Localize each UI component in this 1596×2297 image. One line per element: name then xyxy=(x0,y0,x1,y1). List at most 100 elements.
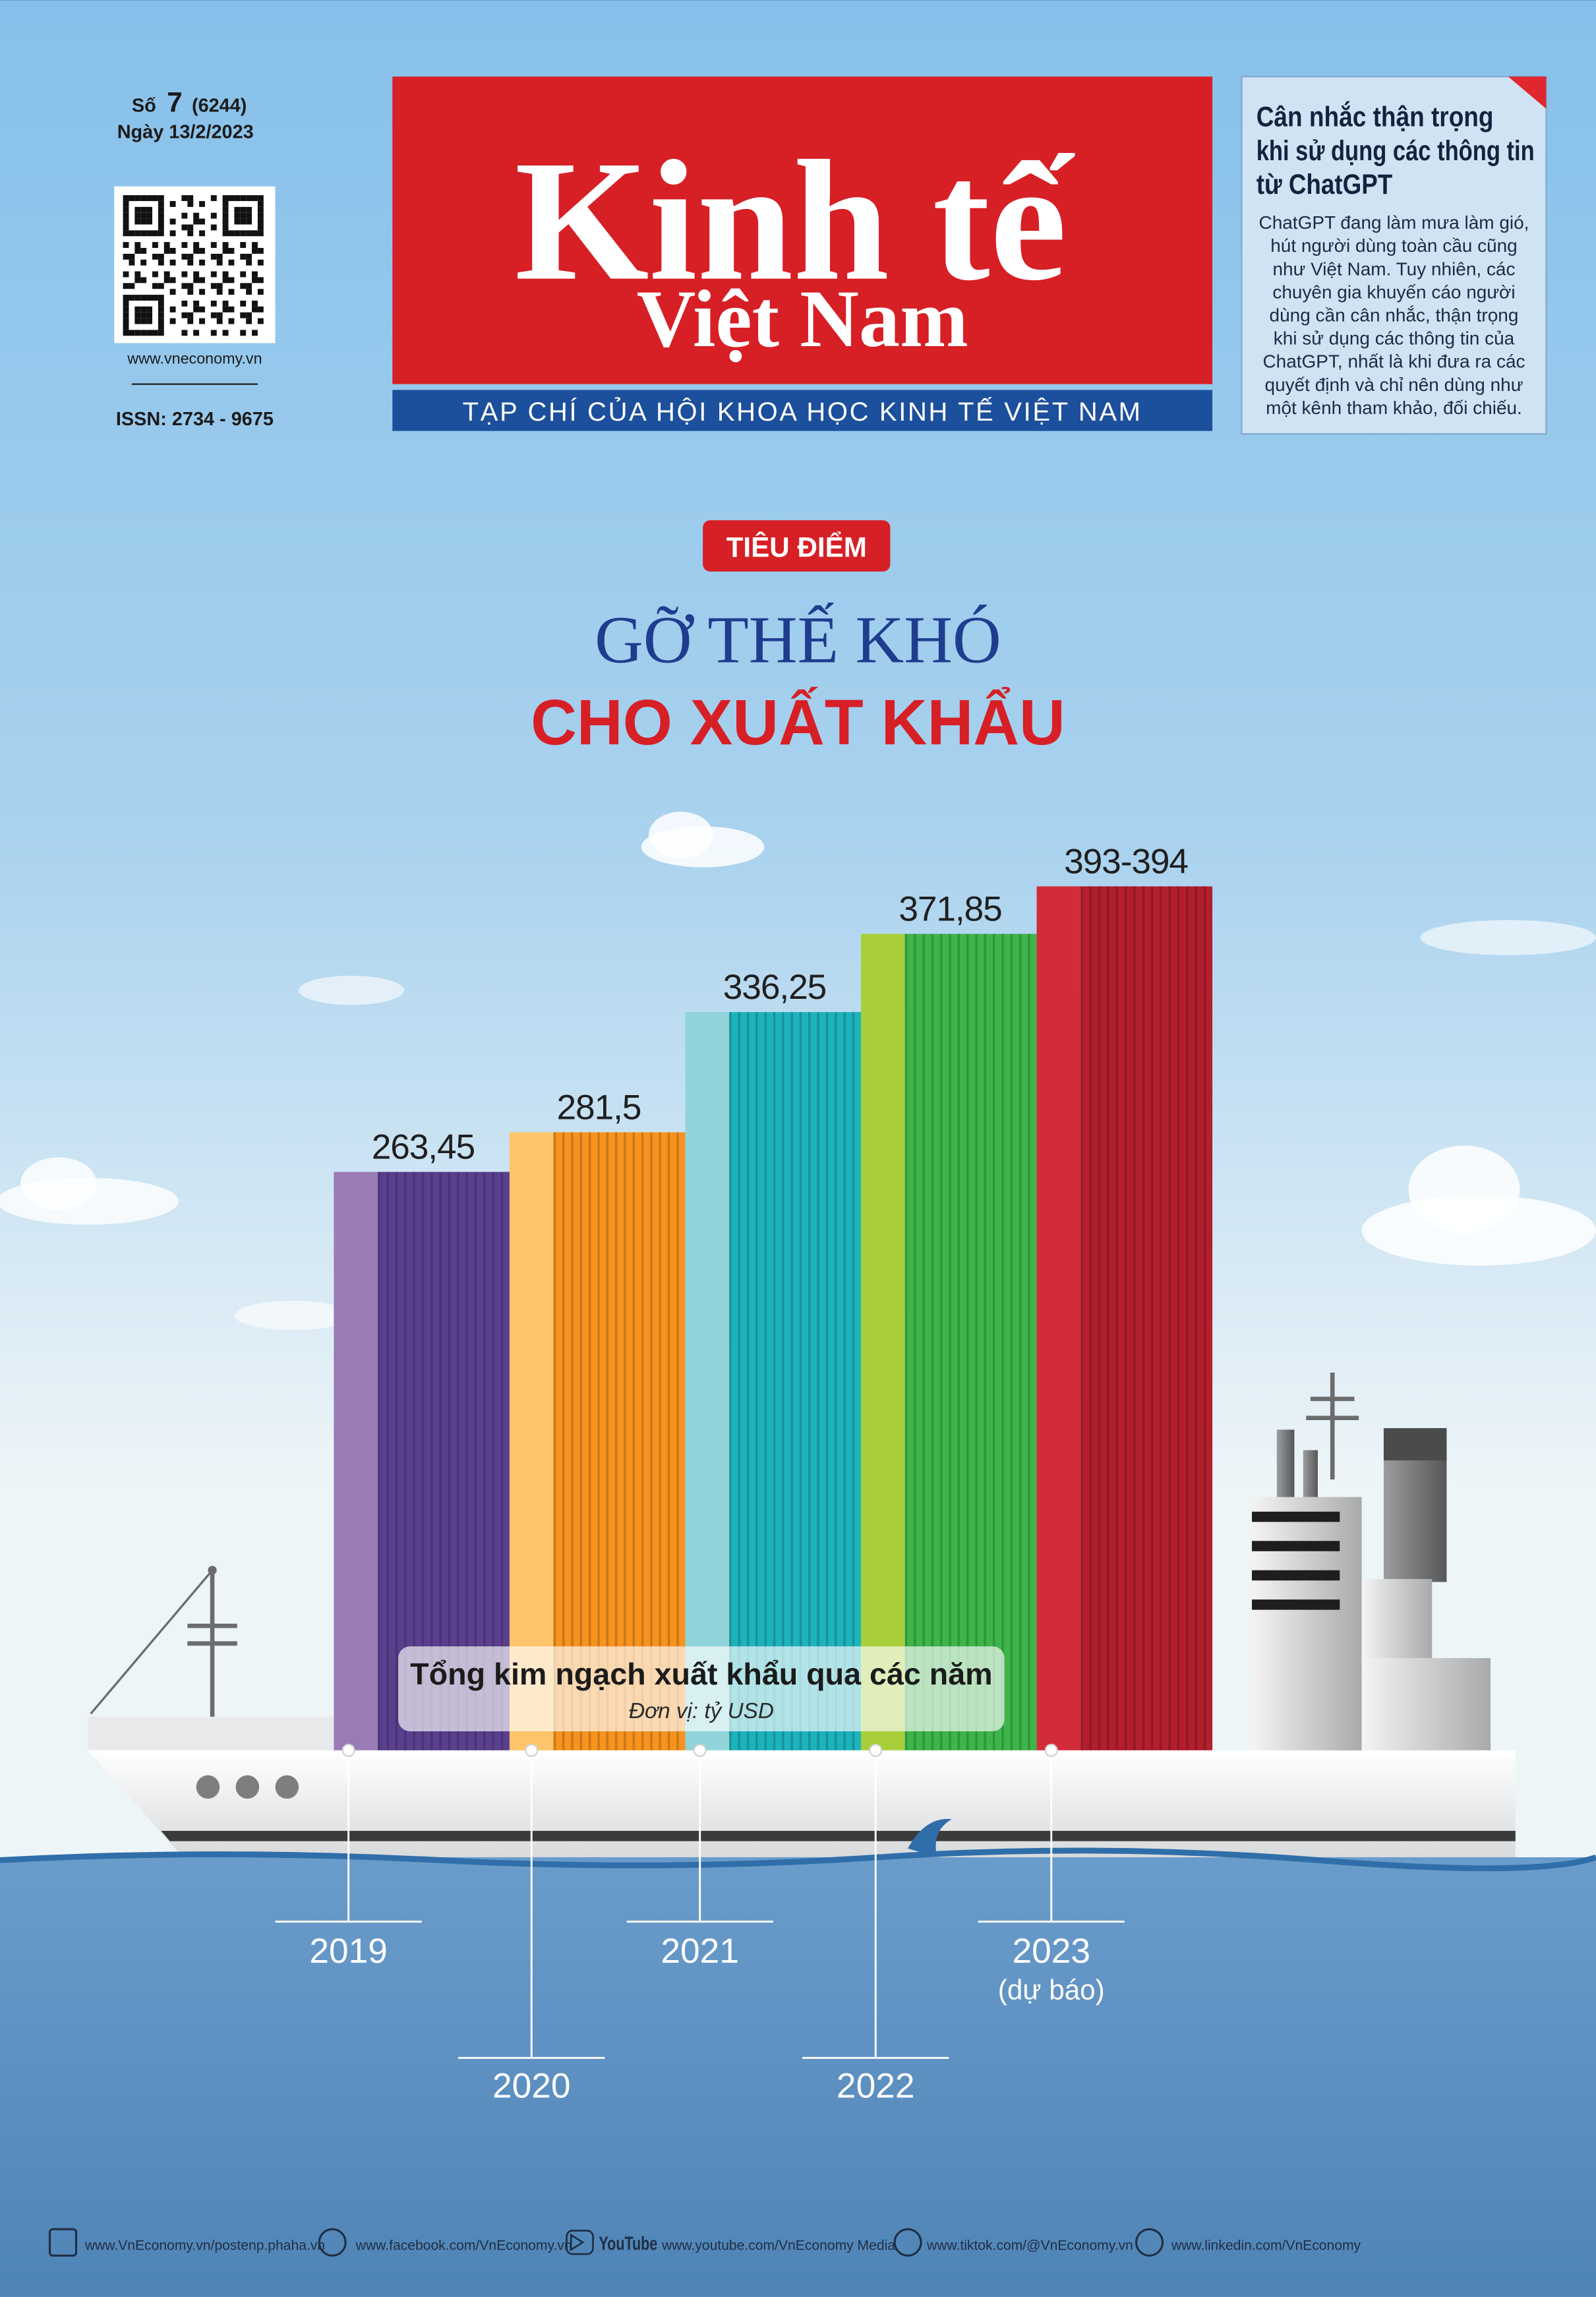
qr-cell xyxy=(246,206,252,213)
qr-cell xyxy=(222,206,229,213)
value-label: 281,5 xyxy=(557,1088,641,1127)
qr-cell xyxy=(140,259,147,266)
footer-link: www.facebook.com/VnEconomy.vn xyxy=(355,2238,572,2253)
qr-cell xyxy=(228,277,235,283)
qr-cell xyxy=(199,200,205,207)
qr-cell xyxy=(146,330,152,336)
qr-cell xyxy=(252,300,258,307)
qr-cell xyxy=(158,324,164,330)
qr-cell xyxy=(193,218,200,225)
qr-cell xyxy=(140,312,147,318)
value-label: 336,25 xyxy=(723,968,826,1007)
sidebar-text: hút người dùng toàn cầu cũng xyxy=(1270,235,1518,256)
qr-cell xyxy=(257,289,264,295)
sea xyxy=(0,1857,1596,2297)
qr-cell xyxy=(240,330,247,336)
qr-cell xyxy=(257,318,264,324)
qr-cell xyxy=(222,200,229,207)
qr-cell xyxy=(146,295,152,301)
bar-highlight xyxy=(861,934,905,1750)
footer-icon xyxy=(318,2228,347,2257)
sidebar-text: dùng cần cân nhắc, thận trọng xyxy=(1270,305,1519,326)
qr-cell xyxy=(129,330,135,336)
qr-cell xyxy=(246,289,252,295)
qr-cell xyxy=(123,324,129,330)
qr-cell xyxy=(222,277,229,283)
qr-cell xyxy=(152,295,158,301)
chart-caption-box xyxy=(398,1646,1005,1731)
footer: www.VnEconomy.vn/postenp.phaha.vn www.fac… xyxy=(48,2228,1361,2257)
qr-cell xyxy=(146,206,152,213)
sidebar-text: quyết định và chỉ nên dùng như xyxy=(1265,374,1523,395)
masthead-title: Việt Nam xyxy=(637,273,968,364)
qr-cell xyxy=(123,200,129,207)
qr-cell xyxy=(123,242,129,249)
website: www.vneconomy.vn xyxy=(127,349,262,367)
footer-brand: YouTube xyxy=(599,2233,657,2254)
value-label: 263,45 xyxy=(372,1128,475,1167)
qr-cell xyxy=(240,212,247,219)
qr-cell xyxy=(140,230,147,237)
qr-cell xyxy=(140,218,147,225)
qr-cell xyxy=(240,195,247,201)
qr-cell xyxy=(134,318,141,324)
qr-cell xyxy=(163,277,170,283)
qr-cell xyxy=(210,224,217,231)
qr-cell xyxy=(199,277,205,283)
qr-cell xyxy=(123,218,129,225)
qr-cell xyxy=(234,206,241,213)
qr-cell xyxy=(123,195,129,201)
ship-stripe xyxy=(161,1831,1516,1841)
sidebar-text: ChatGPT đang làm mưa làm gió, xyxy=(1259,212,1529,233)
qr-cell xyxy=(228,195,235,201)
qr-cell xyxy=(228,248,235,254)
qr-cell xyxy=(257,212,264,219)
qr-cell xyxy=(187,283,194,289)
footer-link: www.youtube.com/VnEconomy Media xyxy=(661,2238,895,2253)
qr-cell xyxy=(257,195,264,201)
qr-cell xyxy=(181,300,188,307)
value-label: 393-394 xyxy=(1064,842,1188,881)
footer-link: www.tiktok.com/@VnEconomy.vn xyxy=(926,2238,1133,2253)
qr-cell xyxy=(210,253,217,260)
qr-cell xyxy=(234,195,241,201)
qr-cell xyxy=(146,195,152,201)
qr-cell xyxy=(152,283,158,289)
porthole xyxy=(235,1775,260,1799)
qr-cell xyxy=(140,195,147,201)
qr-cell xyxy=(152,242,158,249)
qr-cell xyxy=(222,330,229,336)
x-tick-label: 2022 xyxy=(837,2066,915,2105)
porthole xyxy=(196,1775,220,1799)
qr-cell xyxy=(193,248,200,254)
qr-cell xyxy=(181,271,188,278)
ship-mast xyxy=(90,1566,237,1720)
qr-cell xyxy=(246,253,252,260)
qr-cell xyxy=(257,218,264,225)
qr-cell xyxy=(123,283,129,289)
qr-cell xyxy=(146,230,152,237)
qr-cell xyxy=(222,224,229,231)
ship-hull xyxy=(88,1750,1516,1858)
qr-cell xyxy=(187,224,194,231)
qr-cell xyxy=(169,289,176,295)
qr-cell xyxy=(234,212,241,219)
qr-cell xyxy=(187,230,194,237)
qr-cell xyxy=(123,312,129,318)
qr-cell xyxy=(222,242,229,249)
qr-cell xyxy=(181,212,188,219)
bar-texture xyxy=(729,1012,862,1750)
bar-highlight xyxy=(334,1172,378,1750)
qr-cell xyxy=(158,200,164,207)
qr-cell xyxy=(129,195,135,201)
qr-cell xyxy=(228,230,235,237)
qr-cell xyxy=(199,318,205,324)
qr-cell xyxy=(152,195,158,201)
qr-cell xyxy=(152,330,158,336)
qr-cell xyxy=(257,224,264,231)
qr-cell xyxy=(210,212,217,219)
qr-cell xyxy=(152,253,158,260)
qr-cell xyxy=(234,218,241,225)
qr-cell xyxy=(216,259,223,266)
